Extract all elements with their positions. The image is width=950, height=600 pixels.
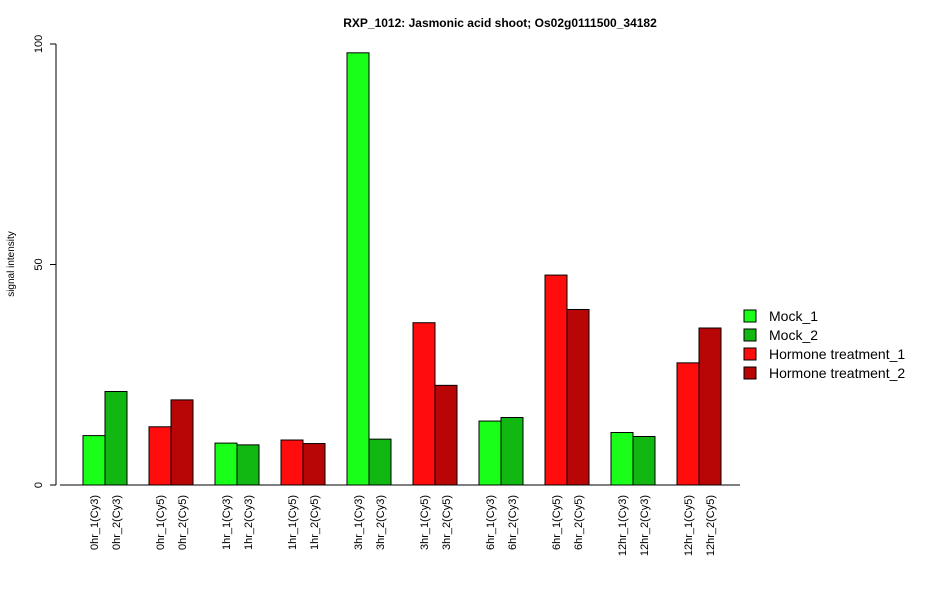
bar [302,443,326,486]
bar [544,274,568,486]
y-tick-label: 50 [33,258,45,270]
legend-swatch [743,347,757,361]
x-tick-label: 6hr_1(Cy5) [551,495,563,550]
x-tick-label: 1hr_2(Cy5) [309,495,321,550]
bar [346,52,370,486]
x-tick-label: 1hr_2(Cy3) [243,495,255,550]
bar [82,435,106,486]
x-tick-label: 6hr_1(Cy3) [485,495,497,550]
x-tick-label: 6hr_2(Cy3) [507,495,519,550]
legend-label: Mock_2 [769,327,818,343]
legend-label: Hormone treatment_1 [769,346,905,362]
bar [368,438,392,486]
legend-swatch [743,309,757,323]
x-tick-label: 3hr_1(Cy3) [353,495,365,550]
bar [478,420,502,486]
x-tick-label: 12hr_1(Cy5) [683,495,695,556]
bar [434,384,458,486]
x-tick-label: 12hr_2(Cy3) [639,495,651,556]
x-tick-label: 12hr_1(Cy3) [617,495,629,556]
x-tick-label: 0hr_1(Cy3) [89,495,101,550]
bar [566,308,590,486]
bar [698,327,722,486]
x-tick-label: 12hr_2(Cy5) [705,495,717,556]
bar [214,442,238,486]
bar [632,435,656,486]
category-labels: 0hr_1(Cy3) 0hr_2(Cy3) 0hr_1(Cy5) 0hr_2(Cy5)… [89,495,717,556]
bar [280,439,304,486]
x-tick-label: 3hr_1(Cy5) [419,495,431,550]
bar [676,362,700,486]
bar [500,417,524,486]
bar [236,444,260,486]
y-tick-label: 100 [33,35,45,53]
legend-label: Hormone treatment_2 [769,365,905,381]
x-tick-label: 1hr_1(Cy3) [221,495,233,550]
legend: Mock_1 Mock_2 Hormone treatment_1 Hormone t… [743,308,905,381]
bar [170,399,194,486]
y-axis-label: signal intensity [6,231,17,297]
x-tick-label: 6hr_2(Cy5) [573,495,585,550]
legend-swatch [743,328,757,342]
legend-swatch [743,366,757,380]
legend-label: Mock_1 [769,308,818,324]
bar [610,432,634,486]
bar [104,391,128,486]
y-axis: 0 50 100 [33,35,57,488]
bar [148,426,172,486]
x-tick-label: 0hr_2(Cy5) [177,495,189,550]
x-tick-label: 3hr_2(Cy5) [441,495,453,550]
chart-title: RXP_1012: Jasmonic acid shoot; Os02g0111… [343,16,657,30]
x-tick-label: 1hr_1(Cy5) [287,495,299,550]
x-tick-label: 3hr_2(Cy3) [375,495,387,550]
y-tick-label: 0 [33,482,45,488]
bars-group [82,52,722,486]
x-tick-label: 0hr_1(Cy5) [155,495,167,550]
x-tick-label: 0hr_2(Cy3) [111,495,123,550]
bar [412,322,436,486]
